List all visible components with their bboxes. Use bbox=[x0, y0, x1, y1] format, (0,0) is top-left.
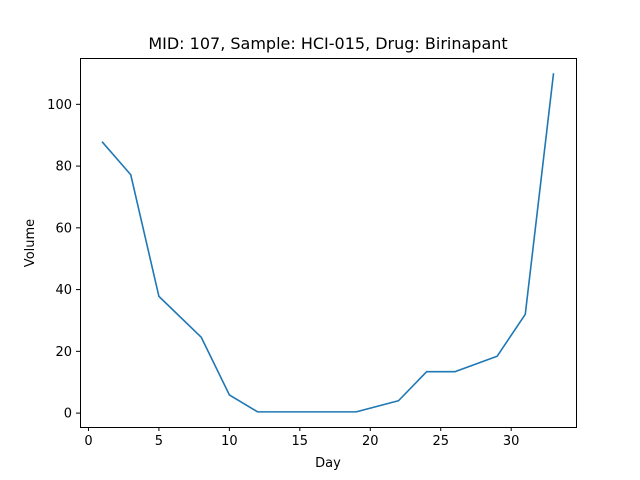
x-tick-label: 30 bbox=[503, 434, 520, 449]
y-tick-label: 80 bbox=[55, 160, 72, 175]
plot-area bbox=[101, 73, 555, 413]
x-tick-label: 20 bbox=[362, 434, 379, 449]
y-tick-label: 20 bbox=[55, 345, 72, 360]
y-tick-label: 100 bbox=[47, 98, 72, 113]
y-tick-label: 0 bbox=[64, 407, 72, 422]
x-tick-label: 25 bbox=[432, 434, 449, 449]
y-axis: 0 20 40 60 80 100 bbox=[47, 98, 80, 422]
chart-title: MID: 107, Sample: HCI-015, Drug: Birinap… bbox=[148, 34, 507, 53]
x-axis-label: Day bbox=[315, 456, 341, 471]
axes-frame bbox=[80, 58, 577, 428]
series-line bbox=[101, 73, 555, 413]
x-tick-label: 15 bbox=[292, 434, 309, 449]
x-axis: 0 5 10 15 20 25 30 bbox=[84, 427, 519, 449]
x-tick-label: 0 bbox=[84, 434, 92, 449]
y-tick-label: 40 bbox=[55, 283, 72, 298]
x-tick-label: 5 bbox=[155, 434, 163, 449]
y-axis-label: Volume bbox=[23, 219, 38, 267]
x-tick-label: 10 bbox=[221, 434, 238, 449]
y-tick-label: 60 bbox=[55, 221, 72, 236]
